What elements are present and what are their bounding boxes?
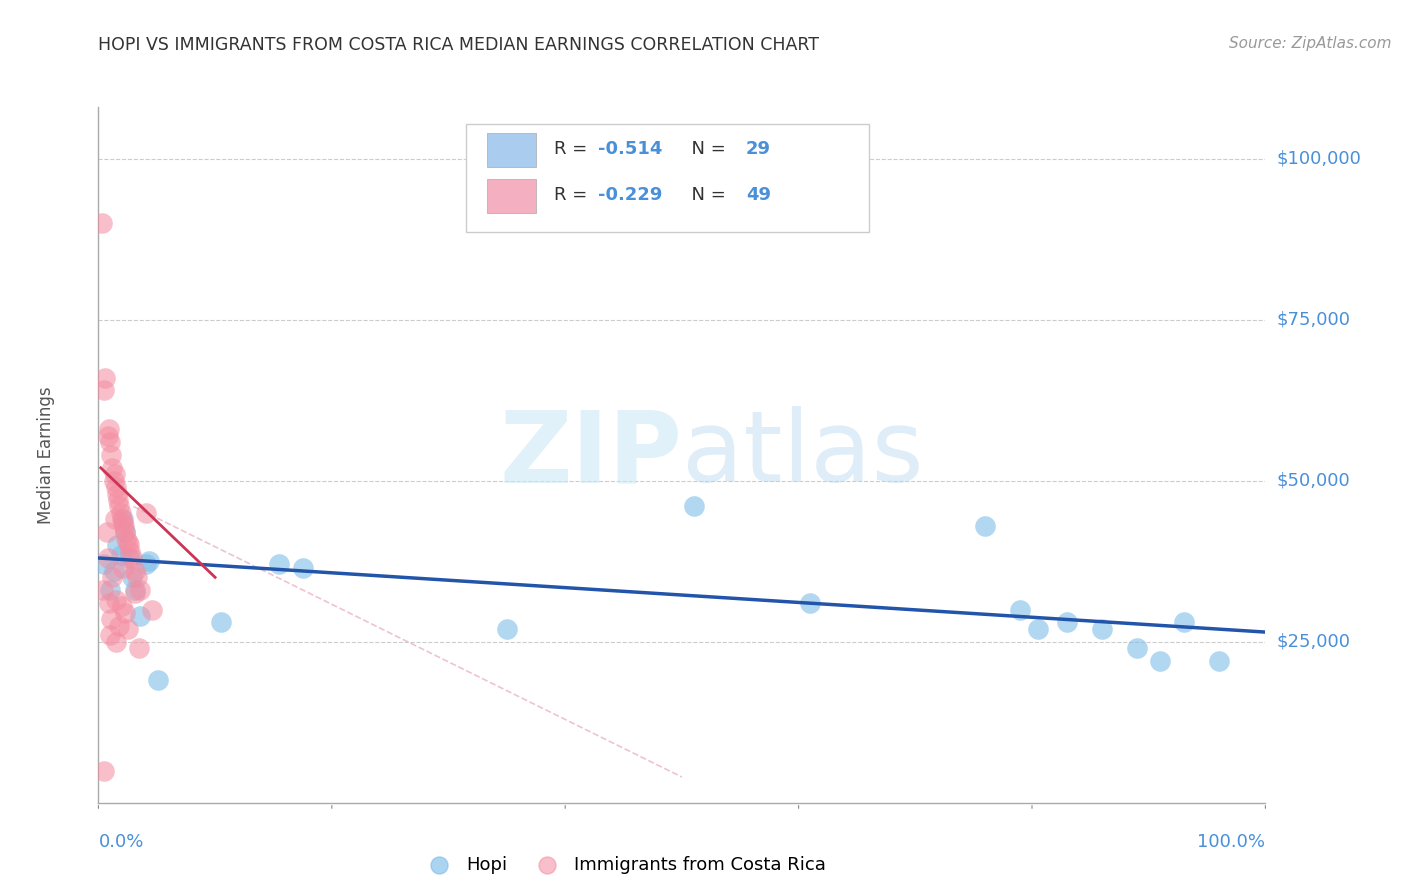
FancyBboxPatch shape [486, 179, 536, 213]
Text: $75,000: $75,000 [1277, 310, 1351, 328]
Point [97, 428, 120, 442]
Point [93, 764, 115, 778]
FancyBboxPatch shape [465, 124, 869, 232]
Point [110, 548, 132, 562]
Point [974, 518, 997, 533]
Point [114, 525, 136, 540]
Point [111, 560, 134, 574]
Point [103, 474, 125, 488]
Text: Median Earnings: Median Earnings [37, 386, 55, 524]
Text: Source: ZipAtlas.com: Source: ZipAtlas.com [1229, 36, 1392, 51]
Point [114, 606, 136, 620]
Point [93, 558, 115, 572]
Point [1056, 615, 1078, 630]
Text: 29: 29 [747, 140, 770, 158]
Point [118, 538, 141, 552]
Point [91, 583, 114, 598]
Point [128, 641, 150, 656]
Text: atlas: atlas [682, 407, 924, 503]
Text: HOPI VS IMMIGRANTS FROM COSTA RICA MEDIAN EARNINGS CORRELATION CHART: HOPI VS IMMIGRANTS FROM COSTA RICA MEDIA… [98, 36, 820, 54]
Point [97, 422, 120, 436]
Point [111, 512, 134, 526]
Point [110, 506, 132, 520]
Point [291, 560, 314, 574]
Point [111, 512, 134, 526]
Point [121, 551, 143, 566]
Point [96, 525, 118, 540]
Point [1126, 641, 1149, 656]
Point [105, 486, 128, 500]
Point [97, 596, 120, 610]
Point [269, 558, 291, 572]
Point [124, 586, 146, 600]
Point [111, 599, 134, 614]
Point [135, 558, 157, 572]
Point [1149, 654, 1171, 668]
Point [1208, 654, 1230, 668]
Point [135, 506, 157, 520]
Point [117, 622, 139, 636]
Point [104, 480, 127, 494]
Point [495, 622, 517, 636]
Text: 100.0%: 100.0% [1198, 833, 1265, 851]
Text: $50,000: $50,000 [1277, 472, 1350, 490]
Point [117, 534, 139, 549]
Point [108, 500, 131, 514]
Point [129, 583, 152, 598]
Point [98, 628, 121, 642]
Point [799, 596, 821, 610]
Point [125, 570, 148, 584]
Point [121, 570, 143, 584]
Text: -0.514: -0.514 [598, 140, 662, 158]
Text: ZIP: ZIP [499, 407, 682, 503]
Point [129, 609, 152, 624]
Point [114, 525, 136, 540]
Point [1173, 615, 1195, 630]
Point [118, 544, 141, 558]
Point [124, 583, 146, 598]
Point [100, 448, 122, 462]
Point [138, 554, 160, 568]
Text: R =: R = [554, 140, 592, 158]
Text: R =: R = [554, 186, 592, 203]
Point [209, 615, 232, 630]
Point [105, 538, 128, 552]
Point [108, 618, 131, 632]
Point [118, 551, 141, 566]
Point [98, 583, 121, 598]
Point [107, 493, 129, 508]
Text: 0.0%: 0.0% [98, 833, 143, 851]
Point [101, 570, 124, 584]
Text: -0.229: -0.229 [598, 186, 662, 203]
Point [104, 512, 127, 526]
Point [90, 216, 112, 230]
Point [1026, 622, 1049, 636]
FancyBboxPatch shape [486, 134, 536, 167]
Point [682, 500, 704, 514]
Point [104, 634, 127, 648]
Text: N =: N = [679, 140, 731, 158]
Point [115, 532, 138, 546]
Point [94, 370, 117, 384]
Text: $25,000: $25,000 [1277, 632, 1351, 651]
Text: N =: N = [679, 186, 731, 203]
Point [1010, 602, 1032, 616]
Point [112, 518, 135, 533]
Point [100, 612, 122, 626]
Point [111, 516, 134, 530]
Point [103, 564, 125, 578]
Point [104, 467, 127, 482]
Text: $100,000: $100,000 [1277, 150, 1361, 168]
Point [141, 602, 163, 616]
Point [124, 564, 146, 578]
Point [146, 673, 169, 688]
Point [1091, 622, 1114, 636]
Point [104, 592, 127, 607]
Legend: Hopi, Immigrants from Costa Rica: Hopi, Immigrants from Costa Rica [413, 848, 834, 880]
Text: 49: 49 [747, 186, 770, 203]
Point [97, 551, 120, 566]
Point [101, 460, 124, 475]
Point [93, 384, 115, 398]
Point [98, 435, 121, 450]
